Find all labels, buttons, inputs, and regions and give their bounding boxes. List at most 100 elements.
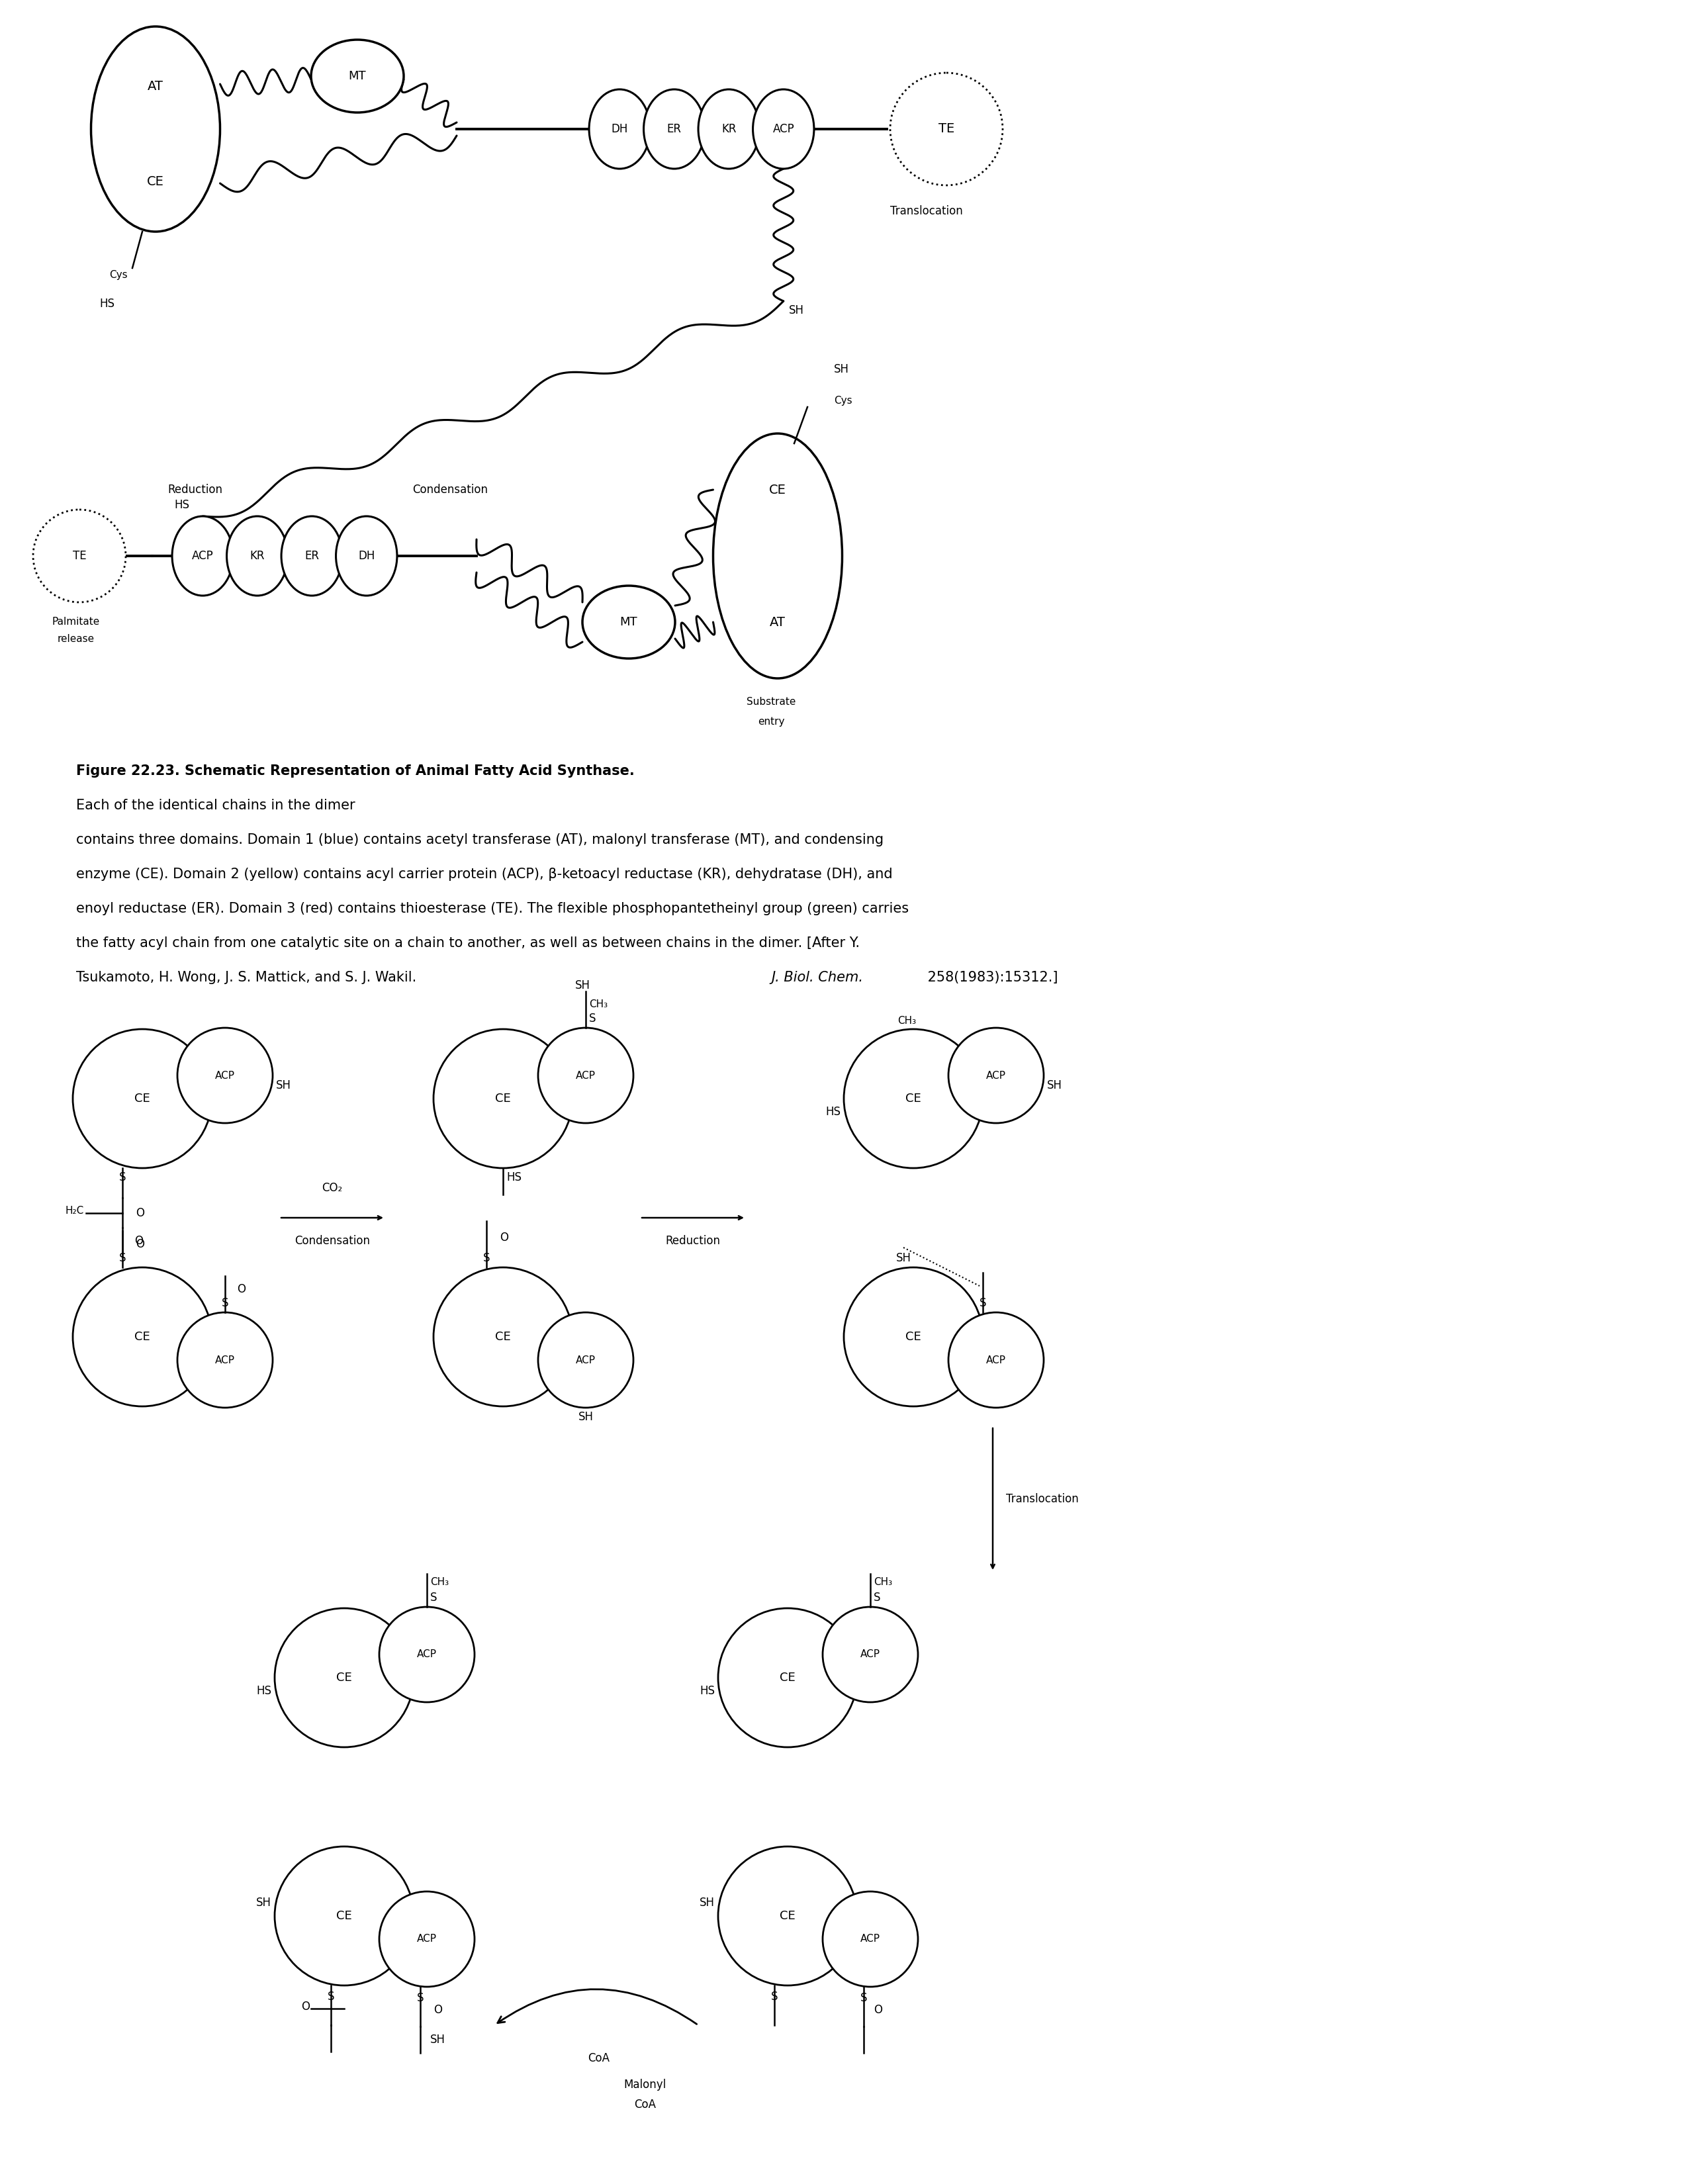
Circle shape xyxy=(823,1891,917,1987)
Circle shape xyxy=(434,1029,573,1168)
Circle shape xyxy=(73,1267,211,1406)
Text: S: S xyxy=(873,1592,880,1603)
Text: CE: CE xyxy=(905,1330,921,1343)
Text: Reduction: Reduction xyxy=(167,485,223,496)
Text: Substrate: Substrate xyxy=(747,697,796,708)
Text: HS: HS xyxy=(507,1171,522,1184)
Text: KR: KR xyxy=(250,550,265,561)
Text: SH: SH xyxy=(574,978,589,992)
Text: CO₂: CO₂ xyxy=(323,1182,343,1195)
Text: AT: AT xyxy=(147,81,164,92)
Text: DH: DH xyxy=(358,550,375,561)
Text: S: S xyxy=(118,1171,127,1184)
Text: CE: CE xyxy=(147,175,164,188)
Text: CH₃: CH₃ xyxy=(897,1016,915,1026)
Circle shape xyxy=(380,1891,475,1987)
Circle shape xyxy=(34,509,125,603)
Text: TE: TE xyxy=(939,122,954,135)
Circle shape xyxy=(823,1607,917,1701)
Text: S: S xyxy=(417,1992,424,2005)
Text: Figure 22.23. Schematic Representation of Animal Fatty Acid Synthase.: Figure 22.23. Schematic Representation o… xyxy=(76,764,635,778)
Circle shape xyxy=(177,1029,272,1123)
Text: HS: HS xyxy=(826,1105,841,1118)
Text: HS: HS xyxy=(257,1686,272,1697)
Text: SH: SH xyxy=(431,2033,446,2046)
Ellipse shape xyxy=(91,26,220,232)
Ellipse shape xyxy=(589,90,650,168)
Text: Condensation: Condensation xyxy=(412,485,488,496)
Text: HS: HS xyxy=(100,297,115,310)
Text: S: S xyxy=(770,1992,779,2003)
Text: O: O xyxy=(135,1234,144,1247)
Text: CE: CE xyxy=(495,1330,510,1343)
Text: SH: SH xyxy=(789,304,804,317)
Text: ACP: ACP xyxy=(772,122,794,135)
Text: S: S xyxy=(483,1251,490,1265)
Text: ACP: ACP xyxy=(215,1354,235,1365)
Circle shape xyxy=(380,1607,475,1701)
Circle shape xyxy=(844,1267,983,1406)
Text: ACP: ACP xyxy=(417,1935,437,1944)
Circle shape xyxy=(718,1845,856,1985)
Text: CE: CE xyxy=(780,1911,796,1922)
Text: CH₃: CH₃ xyxy=(589,1000,608,1009)
Ellipse shape xyxy=(172,515,233,596)
Circle shape xyxy=(177,1313,272,1409)
Text: HS: HS xyxy=(699,1686,714,1697)
Text: S: S xyxy=(221,1297,228,1308)
Text: Cys: Cys xyxy=(834,395,853,406)
Circle shape xyxy=(890,72,1003,186)
Text: TE: TE xyxy=(73,550,86,561)
Text: S: S xyxy=(431,1592,437,1603)
Text: AT: AT xyxy=(770,616,785,629)
Circle shape xyxy=(73,1029,211,1168)
Text: O: O xyxy=(873,2005,882,2016)
Text: HS: HS xyxy=(174,498,189,511)
Text: Tsukamoto, H. Wong, J. S. Mattick, and S. J. Wakil.: Tsukamoto, H. Wong, J. S. Mattick, and S… xyxy=(76,972,426,985)
Text: Translocation: Translocation xyxy=(890,205,963,216)
Text: ACP: ACP xyxy=(576,1070,596,1081)
Text: ACP: ACP xyxy=(986,1354,1007,1365)
Text: CH₃: CH₃ xyxy=(873,1577,892,1588)
Text: CE: CE xyxy=(905,1092,921,1105)
Ellipse shape xyxy=(336,515,397,596)
Circle shape xyxy=(718,1607,856,1747)
Text: ACP: ACP xyxy=(860,1649,880,1660)
Text: ACP: ACP xyxy=(193,550,213,561)
Text: MT: MT xyxy=(620,616,637,629)
Text: enoyl reductase (ER). Domain 3 (red) contains thioesterase (TE). The flexible ph: enoyl reductase (ER). Domain 3 (red) con… xyxy=(76,902,909,915)
Circle shape xyxy=(949,1313,1044,1409)
Circle shape xyxy=(275,1607,414,1747)
Text: CE: CE xyxy=(135,1092,150,1105)
Text: S: S xyxy=(860,1992,866,2005)
Ellipse shape xyxy=(644,90,704,168)
Text: contains three domains. Domain 1 (blue) contains acetyl transferase (AT), malony: contains three domains. Domain 1 (blue) … xyxy=(76,834,883,847)
Text: entry: entry xyxy=(758,716,784,727)
Text: SH: SH xyxy=(275,1079,291,1092)
Ellipse shape xyxy=(698,90,760,168)
Ellipse shape xyxy=(583,585,676,660)
Circle shape xyxy=(539,1313,633,1409)
Text: CE: CE xyxy=(768,483,785,496)
Text: CE: CE xyxy=(780,1671,796,1684)
Circle shape xyxy=(949,1029,1044,1123)
Text: SH: SH xyxy=(699,1896,714,1909)
Text: S: S xyxy=(328,1992,334,2003)
Text: ACP: ACP xyxy=(215,1070,235,1081)
Text: O: O xyxy=(434,2005,443,2016)
Text: CE: CE xyxy=(336,1911,351,1922)
Text: Palmitate: Palmitate xyxy=(52,616,100,627)
Text: S: S xyxy=(589,1013,596,1024)
Text: H₂C: H₂C xyxy=(66,1206,84,1216)
Text: ACP: ACP xyxy=(860,1935,880,1944)
Text: ER: ER xyxy=(304,550,319,561)
Circle shape xyxy=(844,1029,983,1168)
Text: KR: KR xyxy=(721,122,736,135)
Text: SH: SH xyxy=(257,1896,272,1909)
Text: DH: DH xyxy=(611,122,628,135)
Text: ACP: ACP xyxy=(417,1649,437,1660)
Text: Malonyl: Malonyl xyxy=(623,2079,667,2090)
Circle shape xyxy=(434,1267,573,1406)
Text: Condensation: Condensation xyxy=(294,1234,370,1247)
Text: O: O xyxy=(500,1232,508,1243)
